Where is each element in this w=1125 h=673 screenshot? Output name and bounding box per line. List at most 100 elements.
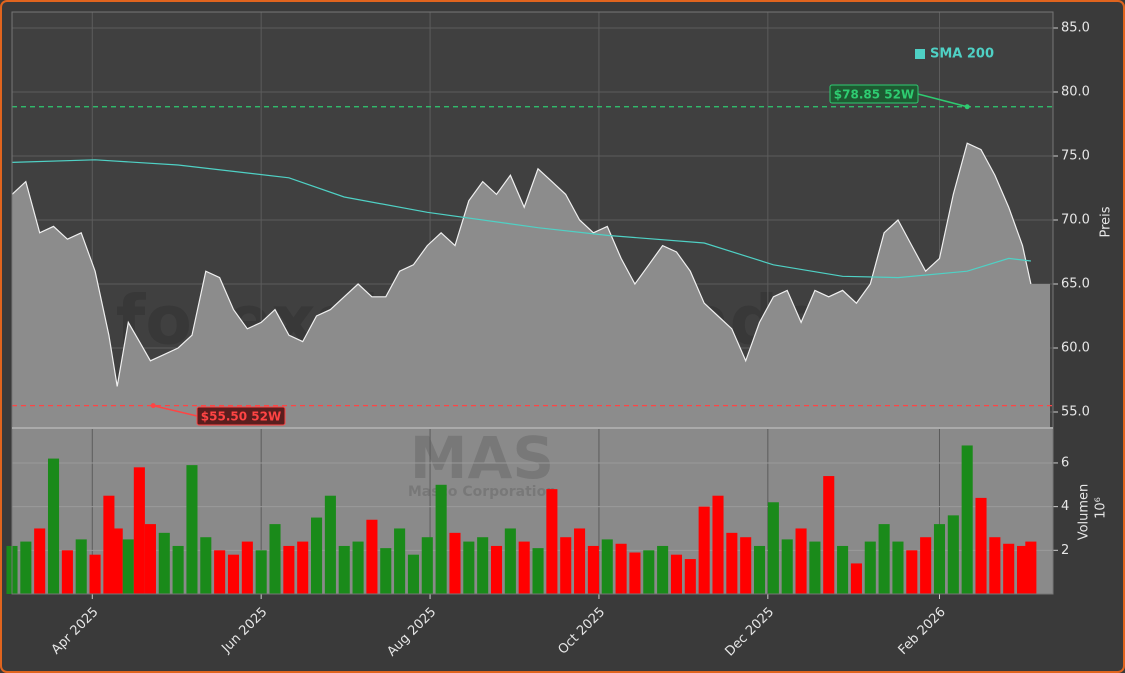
- volume-bar: [463, 541, 475, 594]
- volume-bar: [670, 554, 683, 594]
- volume-bar: [421, 537, 433, 594]
- volume-bar: [933, 524, 946, 594]
- volume-bar: [158, 532, 170, 594]
- volume-bar: [338, 545, 350, 594]
- y-tick-label: 60.0: [1061, 341, 1090, 356]
- price-line: [11, 142, 1032, 387]
- volume-bar: [892, 541, 904, 594]
- volume-bar: [947, 515, 959, 594]
- volume-bar: [629, 552, 641, 594]
- y-offset-label: 10⁶: [1094, 497, 1109, 519]
- volume-bar: [490, 545, 503, 594]
- volume-bar: [1003, 543, 1015, 594]
- volume-bar: [615, 543, 627, 594]
- volume-bar: [878, 524, 890, 594]
- volume-bar: [795, 528, 807, 594]
- y-tick-label: 75.0: [1061, 149, 1090, 164]
- volume-bar: [297, 541, 309, 594]
- volume-bar: [698, 506, 710, 594]
- layer: forexsignale.tradeMASMasco CorporationAp…: [6, 11, 1114, 660]
- volume-bar: [283, 545, 295, 594]
- volume-bar: [477, 537, 489, 594]
- volume-bar: [837, 545, 849, 594]
- volume-bar: [1017, 545, 1029, 594]
- volume-bar: [269, 524, 281, 594]
- volume-bar: [712, 495, 724, 594]
- volume-bar: [366, 519, 378, 594]
- volume-bar: [560, 537, 572, 594]
- volume-bar: [61, 550, 73, 594]
- volume-bar: [1025, 541, 1037, 594]
- low-arrow: [153, 404, 198, 417]
- volume-bar: [809, 541, 821, 594]
- volume-bar: [34, 528, 46, 594]
- volume-bar: [920, 537, 932, 594]
- volume-bar: [200, 537, 212, 594]
- volume-bar: [864, 541, 876, 594]
- volume-bar: [740, 537, 752, 594]
- volume-bar: [684, 559, 696, 594]
- volume-bar: [823, 476, 835, 594]
- high-arrow: [917, 93, 968, 108]
- volume-bar: [850, 563, 862, 594]
- volume-bar: [241, 541, 253, 594]
- volume-bar: [20, 541, 32, 594]
- volume-bar: [311, 517, 323, 594]
- plot-border: [11, 11, 1054, 595]
- volume-bar: [989, 537, 1001, 594]
- y-tick-label: 6: [1061, 455, 1069, 470]
- y-tick-label: 55.0: [1061, 405, 1090, 420]
- volume-bar: [767, 502, 779, 594]
- y-axis-label: Preis: [1099, 206, 1114, 237]
- price-area: [12, 143, 1050, 428]
- volume-bar: [133, 467, 145, 594]
- watermark-symbol: MAS: [410, 424, 554, 492]
- volume-bar: [394, 528, 406, 594]
- high-label: $78.85 52W: [834, 88, 914, 102]
- volume-bar: [601, 539, 613, 594]
- volume-bar: [111, 528, 123, 594]
- volume-bar: [518, 541, 530, 594]
- volume-bar: [122, 539, 134, 594]
- volume-bar: [975, 497, 987, 594]
- volume-bar: [227, 554, 240, 594]
- volume-bar: [643, 550, 655, 594]
- volume-bar: [75, 539, 87, 594]
- y-tick-label: 70.0: [1061, 213, 1090, 228]
- y-axis-label: Volumen: [1077, 484, 1092, 541]
- high-label-box: [829, 84, 919, 104]
- volume-bar: [324, 495, 336, 594]
- volume-bar: [726, 532, 738, 594]
- volume-bar: [753, 545, 766, 594]
- volume-bar: [574, 528, 586, 594]
- volume-bar: [255, 550, 267, 594]
- volume-bar: [144, 524, 156, 594]
- volume-bar: [504, 528, 516, 594]
- volume-bar: [781, 539, 793, 594]
- volume-bar: [47, 458, 60, 594]
- y-tick-label: 80.0: [1061, 85, 1090, 100]
- volume-bar: [103, 495, 115, 594]
- y-tick-label: 85.0: [1061, 21, 1090, 36]
- volume-bar: [435, 484, 447, 594]
- volume-bar: [186, 465, 198, 594]
- volume-bar: [352, 541, 364, 594]
- volume-bar: [214, 550, 226, 594]
- legend-label: SMA 200: [930, 47, 994, 62]
- volume-bar: [587, 545, 599, 594]
- low-label: $55.50 52W: [201, 410, 281, 424]
- volume-bar: [961, 445, 973, 594]
- y-tick-label: 2: [1061, 543, 1069, 558]
- high-point: [964, 104, 970, 110]
- low-label-box: [196, 406, 286, 426]
- volume-bar: [407, 554, 419, 594]
- volume-bar: [449, 532, 461, 594]
- volume-bar: [89, 554, 101, 594]
- low-point: [150, 403, 156, 409]
- y-tick-label: 65.0: [1061, 277, 1090, 292]
- volume-bar: [546, 489, 558, 594]
- volume-bar: [657, 545, 669, 594]
- y-tick-label: 4: [1061, 499, 1069, 514]
